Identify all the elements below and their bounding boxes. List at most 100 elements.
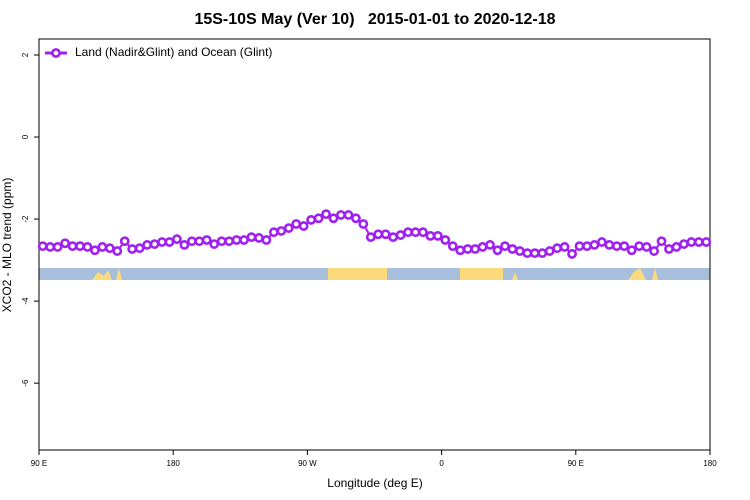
- data-point: [567, 249, 577, 259]
- land-band: [92, 270, 112, 280]
- y-tick-label: -2: [21, 215, 30, 223]
- data-point: [127, 244, 138, 254]
- data-point: [216, 236, 227, 247]
- data-point: [112, 246, 123, 256]
- data-point: [537, 248, 548, 259]
- data-point: [686, 237, 697, 247]
- data-point: [559, 242, 570, 252]
- data-point: [172, 234, 182, 245]
- data-point: [201, 235, 212, 245]
- data-point: [626, 245, 637, 256]
- data-point: [321, 209, 331, 220]
- data-point: [403, 227, 413, 238]
- chart-title: 15S-10S May (Ver 10) 2015-01-01 to 2020-…: [194, 11, 555, 28]
- data-point: [142, 240, 153, 250]
- data-point: [328, 213, 339, 224]
- y-tick-label: 2: [21, 52, 30, 57]
- data-point: [410, 227, 421, 238]
- data-point: [373, 229, 384, 240]
- data-point: [37, 241, 48, 252]
- land-band: [328, 268, 387, 280]
- data-point: [97, 242, 108, 252]
- data-point: [634, 241, 645, 252]
- data-point: [589, 240, 600, 250]
- data-point: [671, 242, 682, 252]
- data-point: [291, 219, 302, 229]
- data-point: [544, 246, 555, 256]
- data-point: [425, 230, 436, 241]
- land-band: [628, 268, 646, 280]
- x-tick-label: 90 E: [568, 459, 584, 468]
- land-band: [512, 272, 518, 280]
- data-point: [455, 245, 466, 256]
- y-tick-label: -6: [21, 379, 30, 387]
- data-point: [82, 242, 93, 252]
- data-point: [664, 244, 674, 254]
- x-tick-label: 180: [167, 459, 181, 468]
- data-point: [552, 243, 563, 254]
- data-point: [209, 239, 220, 249]
- land-band: [652, 268, 658, 280]
- data-point: [500, 241, 510, 252]
- data-point: [104, 243, 115, 254]
- data-point: [186, 236, 197, 247]
- data-point: [194, 236, 205, 247]
- x-tick-label: 180: [703, 459, 717, 468]
- data-point: [246, 232, 257, 243]
- data-point: [164, 237, 175, 247]
- data-point: [283, 223, 294, 233]
- data-point: [656, 236, 667, 247]
- data-point: [462, 244, 473, 254]
- data-point: [522, 248, 533, 259]
- data-point: [596, 237, 607, 247]
- data-point: [358, 219, 369, 229]
- x-tick-label: 90 E: [31, 459, 47, 468]
- data-point: [224, 236, 235, 247]
- data-point: [582, 241, 592, 252]
- land-band: [116, 268, 122, 280]
- data-point: [447, 241, 458, 252]
- data-point: [134, 243, 145, 254]
- data-point: [67, 241, 78, 252]
- data-point: [388, 232, 399, 243]
- data-point: [336, 210, 346, 220]
- y-tick-label: -4: [21, 297, 30, 305]
- data-point: [239, 235, 249, 245]
- data-point: [313, 213, 324, 224]
- data-point: [440, 235, 451, 245]
- data-point: [350, 213, 361, 224]
- data-point: [261, 235, 272, 245]
- data-point: [365, 232, 376, 243]
- data-point: [507, 244, 518, 254]
- data-point: [418, 227, 428, 238]
- data-point: [611, 241, 622, 252]
- data-point: [432, 230, 443, 241]
- x-axis-title: Longitude (deg E): [327, 476, 422, 490]
- data-point: [641, 242, 652, 252]
- data-point: [75, 241, 85, 252]
- data-point: [343, 210, 354, 220]
- data-point: [492, 245, 503, 256]
- data-point: [60, 238, 70, 249]
- data-point: [701, 237, 712, 247]
- x-tick-label: 90 W: [298, 459, 317, 468]
- data-point: [231, 235, 242, 245]
- y-tick-label: 0: [21, 134, 30, 139]
- data-point: [276, 226, 287, 236]
- data-point: [649, 246, 659, 256]
- data-point: [529, 248, 540, 259]
- data-point: [52, 242, 63, 252]
- data-point: [157, 237, 167, 247]
- data-point: [395, 230, 406, 240]
- data-point: [604, 240, 615, 250]
- data-point: [679, 239, 689, 249]
- data-point: [298, 221, 309, 231]
- data-point: [179, 240, 190, 250]
- data-point: [380, 229, 391, 240]
- data-point: [149, 239, 160, 249]
- land-band: [460, 268, 503, 280]
- data-point: [574, 241, 585, 252]
- x-tick-label: 0: [439, 459, 444, 468]
- data-point: [306, 214, 317, 225]
